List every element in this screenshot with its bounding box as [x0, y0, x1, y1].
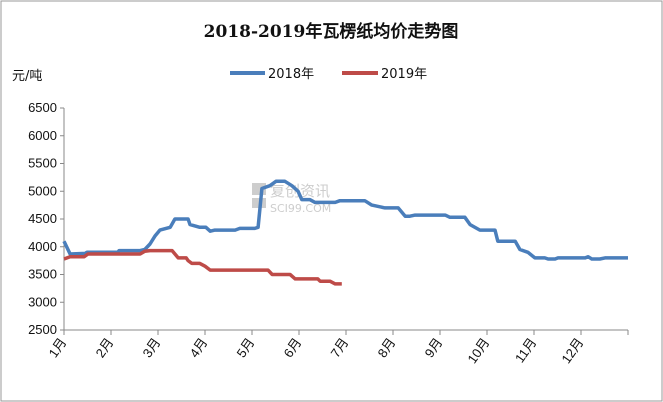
watermark-text: SCI99.COM: [270, 202, 331, 215]
watermark-text: 复创资讯: [270, 182, 330, 200]
series-line-2019年: [63, 248, 342, 286]
chart-title: 2018-2019年瓦楞纸均价走势图: [204, 21, 459, 42]
legend-label-2018: 2018年: [268, 67, 314, 82]
y-tick-label: 6000: [28, 128, 57, 143]
y-tick-label: 3000: [28, 294, 57, 309]
y-tick-label: 4000: [28, 239, 57, 254]
y-tick-label: 2500: [28, 322, 57, 337]
y-tick-label: 3500: [28, 267, 57, 282]
y-tick-label: 5500: [28, 156, 57, 171]
legend: 2018年 2019年: [230, 67, 427, 82]
series-line-2018年: [62, 179, 628, 261]
y-tick-label: 4500: [28, 211, 57, 226]
y-tick-label: 5000: [28, 183, 57, 198]
y-axis-unit-label: 元/吨: [12, 69, 42, 84]
legend-label-2019: 2019年: [381, 67, 427, 82]
y-tick-label: 6500: [28, 100, 57, 115]
